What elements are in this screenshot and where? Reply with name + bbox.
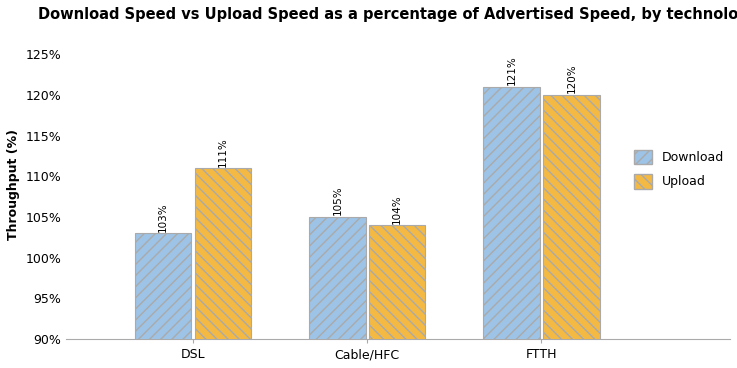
Text: 120%: 120%	[567, 64, 576, 93]
Bar	[309, 217, 366, 368]
Text: 121%: 121%	[506, 56, 517, 85]
Text: 105%: 105%	[332, 186, 342, 215]
Title: Download Speed vs Upload Speed as a percentage of Advertised Speed, by technolog: Download Speed vs Upload Speed as a perc…	[38, 7, 737, 22]
Text: 103%: 103%	[158, 202, 168, 232]
Y-axis label: Throughput (%): Throughput (%)	[7, 129, 20, 240]
Legend: Download, Upload: Download, Upload	[634, 150, 724, 188]
Text: 111%: 111%	[218, 137, 228, 167]
Bar	[483, 87, 539, 368]
Bar	[543, 95, 600, 368]
Bar	[195, 168, 251, 368]
Text: 104%: 104%	[392, 194, 402, 224]
Bar	[369, 225, 425, 368]
Bar	[135, 233, 192, 368]
